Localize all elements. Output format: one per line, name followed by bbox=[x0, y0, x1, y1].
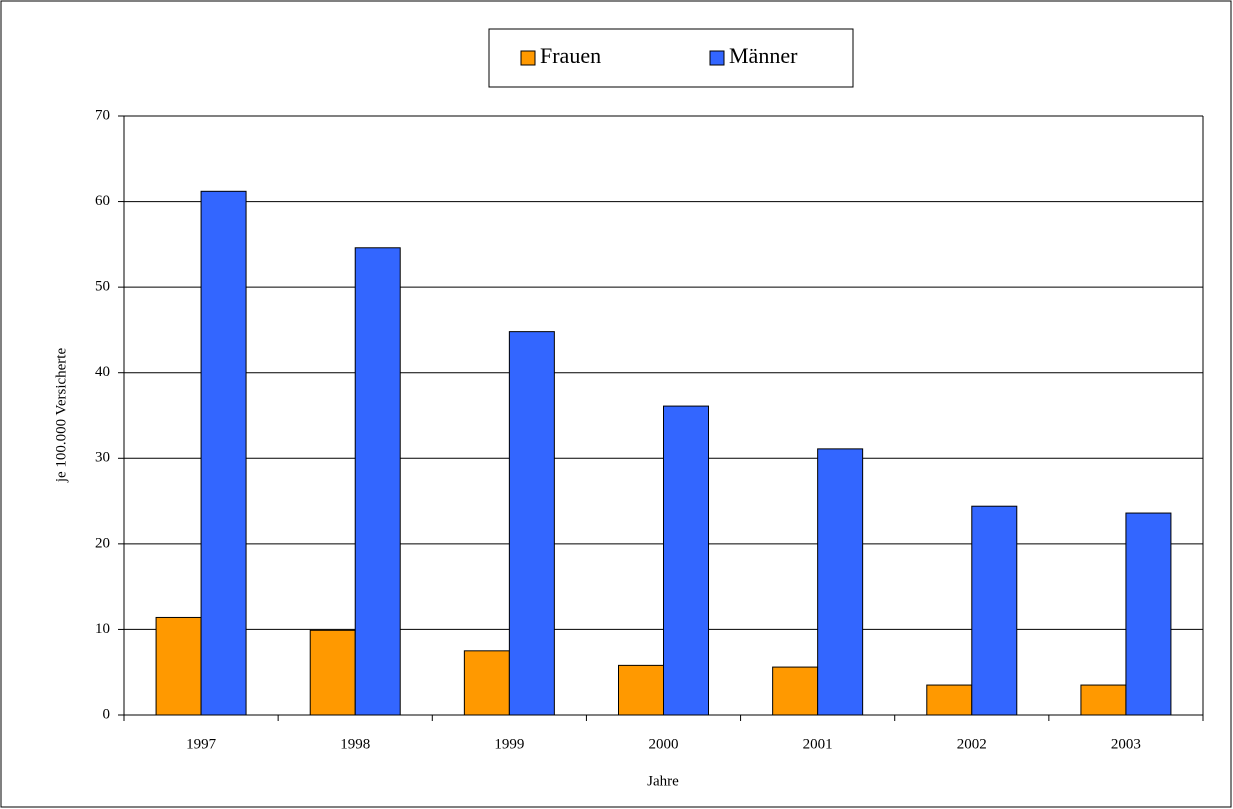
bar bbox=[618, 664, 664, 716]
legend-swatch bbox=[520, 50, 536, 66]
x-tick-label: 2000 bbox=[649, 736, 679, 752]
x-tick-label: 1997 bbox=[186, 736, 217, 752]
bar bbox=[1125, 512, 1172, 716]
x-tick-label: 2003 bbox=[1111, 736, 1141, 752]
y-tick-label: 50 bbox=[95, 279, 110, 295]
bar bbox=[200, 190, 247, 716]
legend-swatch bbox=[709, 50, 725, 66]
bar bbox=[155, 616, 202, 716]
bar bbox=[971, 505, 1018, 716]
y-tick-label: 60 bbox=[95, 193, 110, 209]
y-tick-label: 40 bbox=[95, 364, 110, 380]
bar bbox=[926, 684, 973, 716]
bar bbox=[309, 629, 356, 716]
y-axis-label: je 100.000 Versicherte bbox=[53, 348, 69, 484]
x-tick-label: 2001 bbox=[803, 736, 833, 752]
y-tick-label: 10 bbox=[95, 621, 110, 637]
bar bbox=[663, 405, 709, 716]
bar bbox=[817, 448, 864, 716]
bar bbox=[1080, 684, 1127, 716]
bar bbox=[463, 650, 510, 716]
bar bbox=[354, 247, 401, 716]
bar bbox=[772, 666, 819, 716]
bar bbox=[508, 331, 555, 716]
legend-text: Männer bbox=[729, 43, 798, 68]
y-tick-label: 20 bbox=[95, 535, 110, 551]
y-tick-label: 0 bbox=[103, 706, 111, 722]
x-tick-label: 2002 bbox=[957, 736, 987, 752]
x-tick-label: 1998 bbox=[340, 736, 370, 752]
x-tick-label: 1999 bbox=[494, 736, 524, 752]
legend-box bbox=[488, 28, 854, 88]
y-tick-label: 30 bbox=[95, 450, 110, 466]
x-axis-label: Jahre bbox=[647, 773, 679, 789]
y-tick-label: 70 bbox=[95, 107, 110, 123]
legend-text: Frauen bbox=[540, 43, 601, 68]
